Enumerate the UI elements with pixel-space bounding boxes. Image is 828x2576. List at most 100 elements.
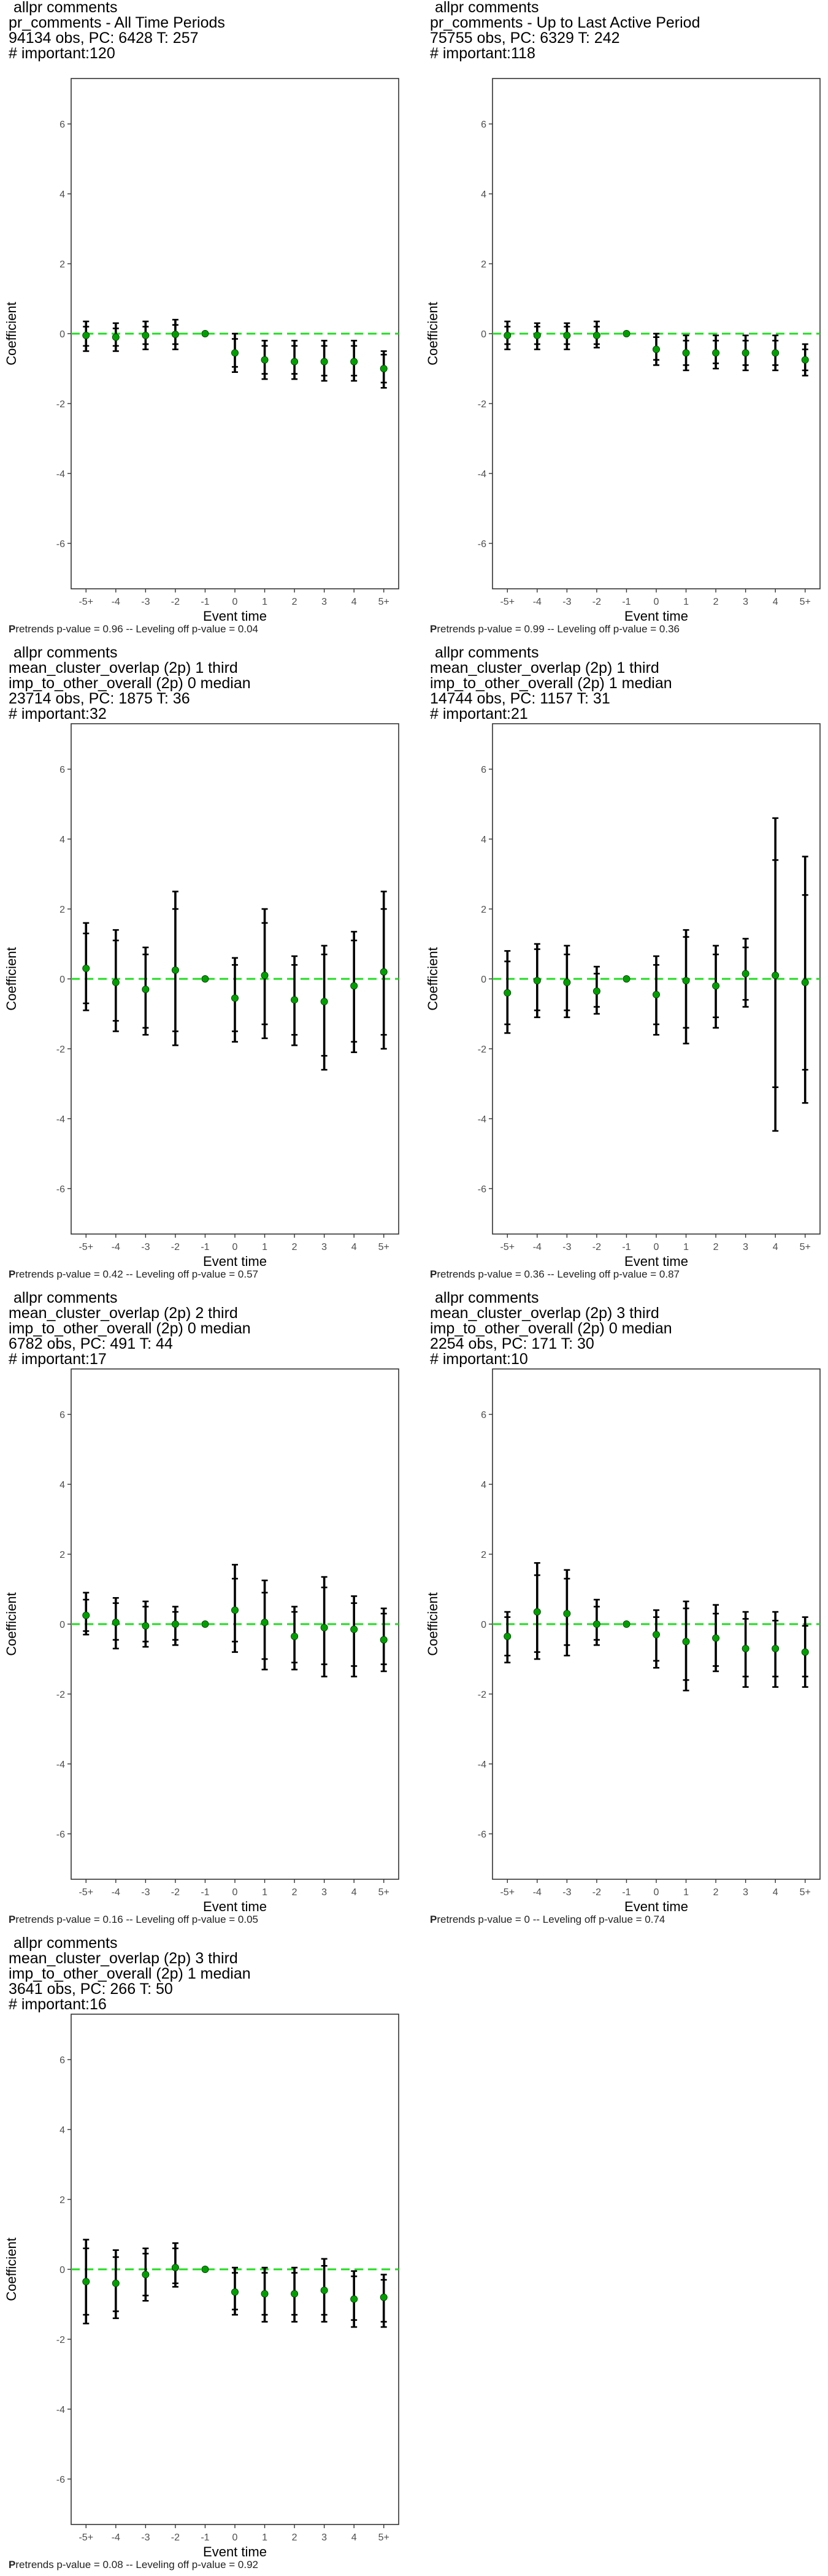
x-tick-label: 3 [743, 597, 748, 607]
y-axis-title: Coefficient [4, 302, 19, 366]
coefficient-point [712, 982, 720, 990]
y-tick-label: 0 [59, 975, 65, 985]
panel-title-line: allpr comments [13, 644, 118, 661]
y-tick-label: 0 [59, 2265, 65, 2275]
coefficient-point [623, 975, 631, 983]
coefficient-point [504, 989, 512, 997]
coefficient-point [171, 2264, 179, 2272]
chart-panel: allpr comments mean_cluster_overlap (2p) … [0, 645, 405, 1283]
y-tick-label: 4 [59, 190, 65, 200]
panel-title-line: mean_cluster_overlap (2p) 2 third [9, 1305, 238, 1322]
x-tick-label: 4 [351, 1242, 357, 1252]
panel-title-line: mean_cluster_overlap (2p) 1 third [430, 659, 659, 677]
x-tick-label: -1 [622, 1242, 631, 1252]
coefficient-point [592, 1620, 600, 1628]
coefficient-point [801, 1648, 809, 1656]
x-tick-label: 5+ [378, 597, 389, 607]
x-tick-label: 0 [654, 597, 659, 607]
panel-title-line: imp_to_other_overall (2p) 0 median [9, 1320, 251, 1337]
x-tick-label: 5+ [378, 1242, 389, 1252]
x-tick-label: 1 [262, 597, 267, 607]
pvalue-footer: Pretrends p-value = 0.36 -- Leveling off… [430, 1268, 680, 1281]
coefficient-point [82, 1611, 90, 1619]
coefficient-point [350, 1625, 358, 1633]
x-tick-label: -4 [112, 1242, 120, 1252]
pvalue-footer-text: retrends p-value = 0.36 -- Leveling off … [437, 1268, 680, 1280]
pvalue-footer: Pretrends p-value = 0.08 -- Leveling off… [9, 2559, 258, 2571]
y-tick-label: 0 [481, 329, 486, 340]
pvalue-footer-bold: P [430, 1914, 437, 1925]
coefficient-point [533, 331, 541, 339]
y-tick-label: -2 [478, 1690, 486, 1700]
coefficient-point [563, 1609, 571, 1617]
coefficient-point [261, 2290, 269, 2298]
coefficient-point [201, 1620, 209, 1628]
panel-title-line: imp_to_other_overall (2p) 0 median [9, 675, 251, 692]
x-tick-label: 1 [262, 1242, 267, 1252]
y-tick-label: 2 [481, 259, 486, 270]
x-axis-title: Event time [624, 1254, 688, 1268]
coefficient-point [623, 330, 631, 337]
chart-panel: allpr comments pr_comments - All Time Per… [0, 0, 405, 638]
x-axis-title: Event time [203, 608, 267, 623]
panel-header: allpr comments pr_comments - Up to Last A… [430, 0, 822, 61]
panel-title-line: 6782 obs, PC: 491 T: 44 [9, 1335, 173, 1352]
y-tick-label: -4 [478, 1114, 486, 1125]
x-tick-label: -3 [141, 2532, 150, 2543]
y-tick-label: 4 [59, 1480, 65, 1490]
coefficient-point [320, 358, 328, 366]
pvalue-footer-bold: P [430, 623, 437, 635]
x-tick-label: 3 [321, 1887, 327, 1898]
coefficient-point [261, 972, 269, 979]
y-axis-title: Coefficient [4, 2237, 19, 2301]
y-tick-label: -4 [56, 2405, 65, 2415]
x-tick-label: 1 [262, 1887, 267, 1898]
x-tick-label: -5+ [79, 2532, 93, 2543]
x-tick-label: 2 [292, 597, 297, 607]
x-axis-title: Event time [203, 2544, 267, 2558]
y-tick-label: 4 [59, 835, 65, 845]
pvalue-footer: Pretrends p-value = 0.96 -- Leveling off… [9, 623, 258, 635]
coefficient-point [201, 2266, 209, 2273]
chart-panel: allpr comments mean_cluster_overlap (2p) … [421, 1290, 826, 1928]
pvalue-footer: Pretrends p-value = 0.99 -- Leveling off… [430, 623, 680, 635]
coefficient-point [82, 331, 90, 339]
coefficient-point [231, 349, 239, 357]
coefficient-point [142, 2271, 150, 2279]
y-tick-label: 0 [481, 1620, 486, 1630]
x-tick-label: 0 [232, 1242, 238, 1252]
y-tick-label: -2 [56, 2335, 65, 2345]
panel-title-line: # important:118 [430, 45, 535, 62]
coefficient-point [171, 1620, 179, 1628]
y-tick-label: -4 [56, 1760, 65, 1770]
pvalue-footer-bold: P [9, 623, 16, 635]
x-tick-label: -5+ [79, 597, 93, 607]
x-tick-label: -4 [112, 597, 120, 607]
coefficient-plot: 6 4 2 0 -2 -4 -6 -5+ -4 -3 -2 -1 0 1 2 3 4 5+ Event time Co… [425, 78, 821, 623]
x-tick-label: -2 [592, 597, 601, 607]
coefficient-point [592, 987, 600, 995]
coefficient-plot: 6 4 2 0 -2 -4 -6 -5+ -4 -3 -2 -1 0 1 2 3 4 5+ Event time Co… [4, 78, 399, 623]
x-tick-label: -2 [592, 1242, 601, 1252]
coefficient-point [201, 975, 209, 983]
x-tick-label: -1 [622, 597, 631, 607]
panel-title-line: allpr comments [435, 0, 539, 16]
x-tick-label: 1 [683, 597, 689, 607]
y-tick-label: 6 [59, 2055, 65, 2066]
coefficient-point [201, 330, 209, 337]
panel-title-line: 23714 obs, PC: 1875 T: 36 [9, 690, 190, 707]
x-tick-label: -2 [171, 1887, 180, 1898]
coefficient-plot: 6 4 2 0 -2 -4 -6 -5+ -4 -3 -2 -1 0 1 2 3 4 5+ Event time Co… [425, 1368, 821, 1913]
coefficient-point [171, 966, 179, 974]
x-tick-label: 0 [232, 597, 238, 607]
coefficient-point [380, 1636, 388, 1644]
x-tick-label: 4 [773, 597, 778, 607]
coefficient-point [653, 1631, 660, 1639]
y-tick-label: 2 [481, 1550, 486, 1560]
pvalue-footer-text: retrends p-value = 0.08 -- Leveling off … [15, 2559, 259, 2570]
y-tick-label: -2 [56, 1045, 65, 1055]
x-tick-label: -4 [533, 597, 542, 607]
pvalue-footer-text: retrends p-value = 0.99 -- Leveling off … [437, 623, 680, 635]
y-tick-label: -6 [56, 2475, 65, 2485]
coefficient-point [291, 358, 299, 366]
